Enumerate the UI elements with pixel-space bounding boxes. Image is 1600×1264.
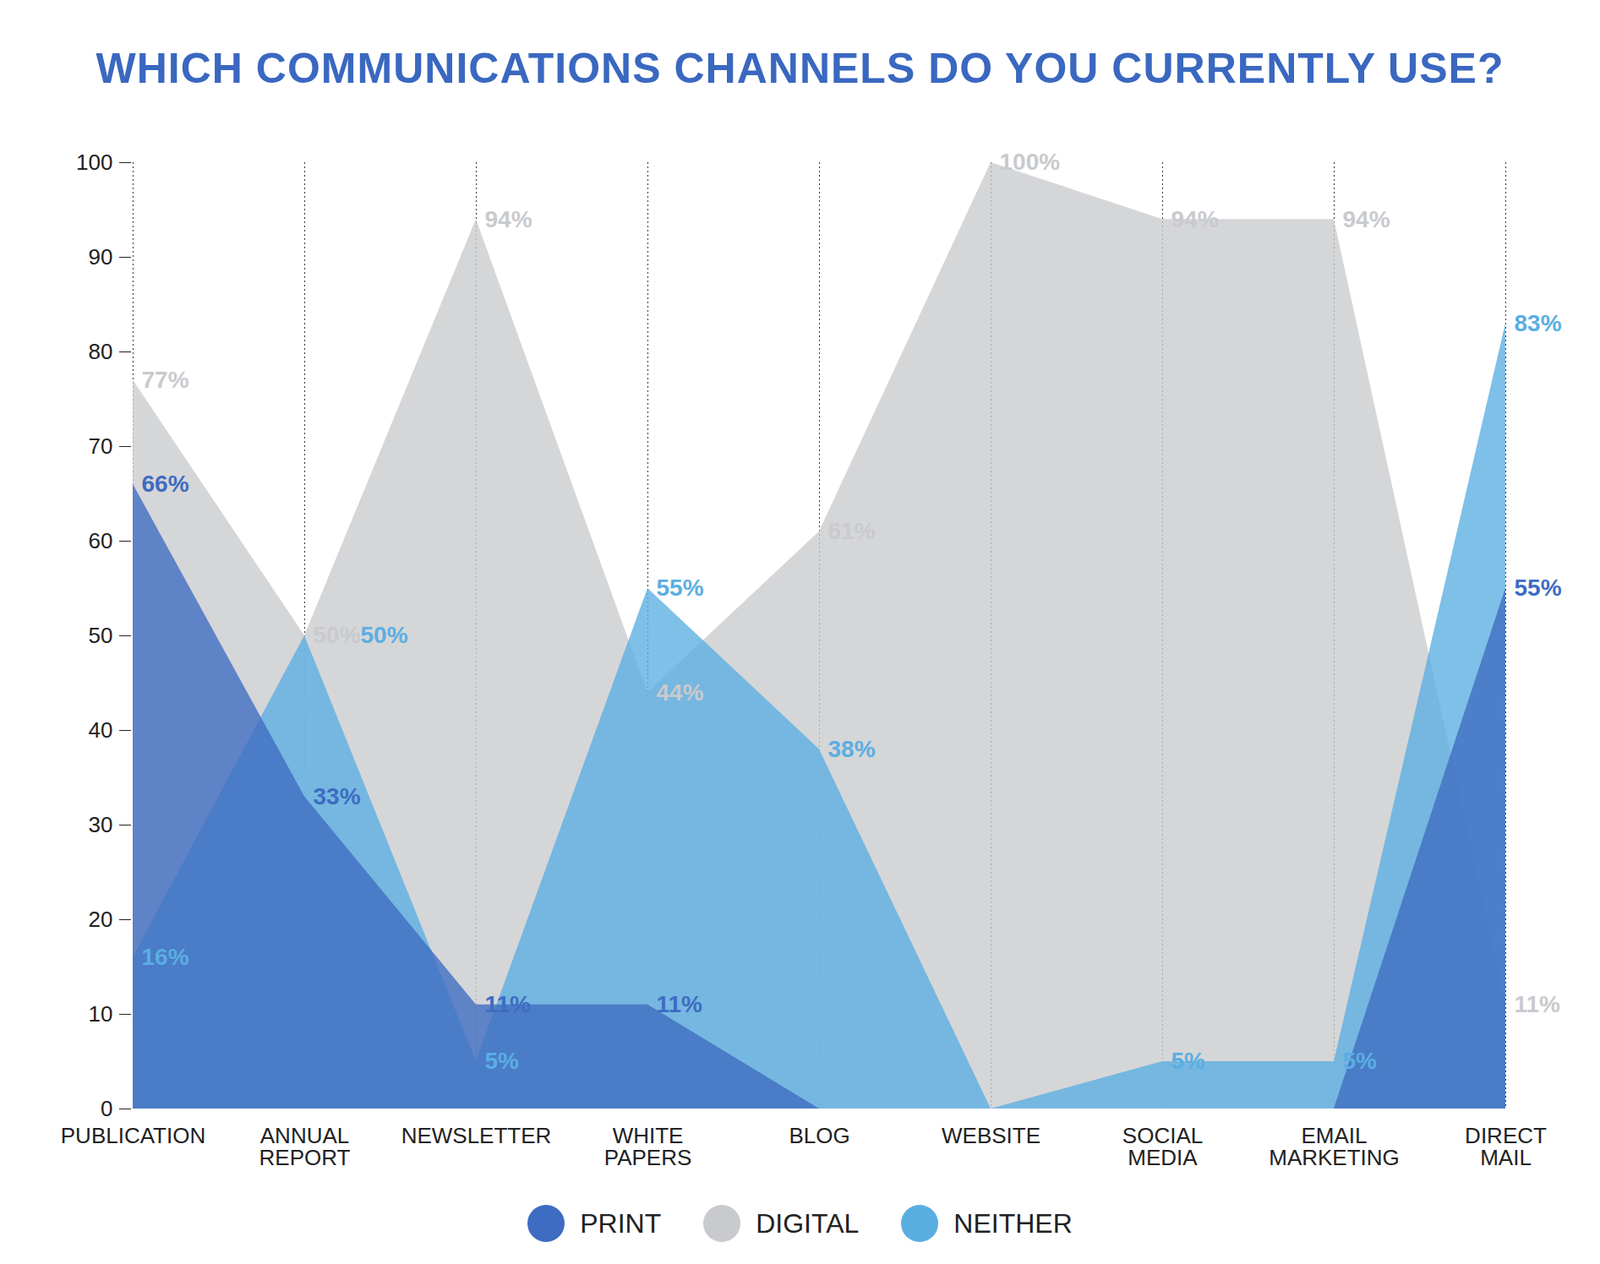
svg-text:94%: 94% — [1343, 206, 1391, 233]
svg-text:11%: 11% — [656, 991, 704, 1018]
svg-text:44%: 44% — [656, 679, 705, 706]
svg-text:5%: 5% — [1171, 1048, 1207, 1075]
svg-text:70: 70 — [88, 433, 114, 459]
svg-text:50: 50 — [88, 622, 114, 649]
svg-text:77%: 77% — [141, 366, 190, 394]
svg-text:66%: 66% — [141, 470, 190, 497]
svg-text:16%: 16% — [141, 944, 190, 971]
svg-text:5%: 5% — [485, 1048, 520, 1075]
svg-text:ANNUALREPORT: ANNUALREPORT — [259, 1123, 351, 1171]
html-text:PRINT: PRINT — [579, 1208, 662, 1239]
html-text:NEITHER: NEITHER — [953, 1208, 1073, 1239]
svg-text:94%: 94% — [485, 206, 533, 233]
svg-text:WHITEPAPERS: WHITEPAPERS — [604, 1123, 693, 1171]
svg-text:50%: 50% — [313, 622, 361, 649]
html-text:WHICH COMMUNICATIONS CHANNELS: WHICH COMMUNICATIONS CHANNELS DO YOU CUR… — [96, 44, 1504, 93]
html-text:DIGITAL: DIGITAL — [755, 1208, 859, 1239]
svg-text:EMAILMARKETING: EMAILMARKETING — [1268, 1123, 1400, 1171]
svg-text:100%: 100% — [999, 148, 1061, 175]
svg-text:60: 60 — [88, 528, 114, 554]
svg-text:SOCIALMEDIA: SOCIALMEDIA — [1122, 1123, 1203, 1171]
svg-text:DIRECTMAIL: DIRECTMAIL — [1464, 1123, 1547, 1171]
svg-text:100: 100 — [76, 149, 113, 175]
svg-text:33%: 33% — [313, 783, 361, 810]
svg-text:20: 20 — [88, 906, 114, 933]
svg-text:50%: 50% — [360, 622, 409, 649]
svg-text:94%: 94% — [1171, 206, 1219, 233]
svg-text:5%: 5% — [1343, 1048, 1378, 1075]
svg-text:11%: 11% — [485, 991, 532, 1018]
svg-text:NEWSLETTER: NEWSLETTER — [401, 1123, 552, 1149]
svg-text:40: 40 — [88, 717, 114, 743]
svg-text:BLOG: BLOG — [788, 1123, 850, 1149]
svg-text:0: 0 — [100, 1096, 113, 1122]
svg-text:83%: 83% — [1514, 310, 1562, 337]
svg-text:PUBLICATION: PUBLICATION — [60, 1123, 206, 1149]
svg-text:80: 80 — [88, 338, 114, 365]
svg-text:10: 10 — [88, 1001, 114, 1027]
svg-text:55%: 55% — [1514, 574, 1562, 601]
svg-text:11%: 11% — [1514, 991, 1562, 1018]
svg-text:38%: 38% — [828, 736, 876, 763]
svg-text:30: 30 — [88, 812, 114, 838]
svg-text:WEBSITE: WEBSITE — [941, 1123, 1041, 1149]
svg-text:90: 90 — [88, 244, 114, 270]
svg-text:55%: 55% — [656, 574, 705, 601]
svg-text:61%: 61% — [828, 518, 876, 545]
